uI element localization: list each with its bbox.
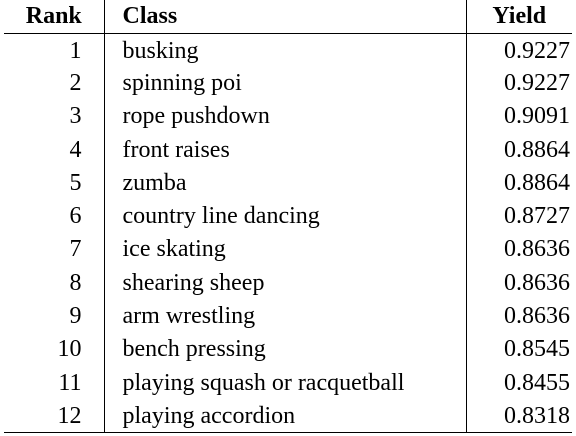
- cell-class: front raises: [104, 132, 467, 167]
- results-table: Rank Class Yield 1 busking 0.9227 2 spin…: [4, 0, 572, 434]
- cell-rank: 1: [4, 33, 105, 67]
- cell-class: rope pushdown: [104, 99, 467, 133]
- cell-rank: 11: [4, 365, 105, 400]
- cell-yield: 0.8636: [504, 303, 570, 330]
- header-class: Class: [104, 0, 467, 34]
- table-header-row: Rank Class Yield: [4, 0, 572, 34]
- cell-class: country line dancing: [104, 199, 467, 233]
- cell-yield: 0.8455: [504, 369, 570, 396]
- cell-rank: 5: [4, 166, 105, 200]
- table-row: 9 arm wrestling 0.8636: [4, 299, 572, 333]
- cell-class: playing squash or racquetball: [104, 365, 467, 400]
- cell-rank: 6: [4, 199, 105, 233]
- cell-class: ice skating: [104, 232, 467, 267]
- header-yield: Yield: [466, 0, 572, 34]
- cell-class: spinning poi: [104, 66, 467, 100]
- cell-class: busking: [104, 33, 467, 67]
- cell-rank: 8: [4, 266, 105, 300]
- table-row: 5 zumba 0.8864: [4, 166, 572, 200]
- cell-rank: 2: [4, 66, 105, 100]
- table-row: 11 playing squash or racquetball 0.8455: [4, 365, 572, 400]
- cell-yield: 0.9091: [504, 103, 570, 130]
- cell-yield: 0.8636: [504, 269, 570, 296]
- table-row: 6 country line dancing 0.8727: [4, 199, 572, 233]
- table-row: 2 spinning poi 0.9227: [4, 66, 572, 100]
- table-row: 1 busking 0.9227: [4, 33, 572, 67]
- table-row: 4 front raises 0.8864: [4, 132, 572, 167]
- cell-yield: 0.8636: [504, 236, 570, 263]
- cell-rank: 10: [4, 332, 105, 366]
- cell-class: playing accordion: [104, 399, 467, 434]
- table-row: 10 bench pressing 0.8545: [4, 332, 572, 366]
- cell-rank: 7: [4, 232, 105, 267]
- cell-yield: 0.8318: [466, 399, 572, 434]
- header-rank: Rank: [4, 0, 105, 34]
- cell-yield: 0.8545: [504, 336, 570, 363]
- cell-rank: 12: [4, 399, 105, 434]
- cell-yield: 0.9227: [504, 37, 570, 64]
- cell-class: shearing sheep: [104, 266, 467, 300]
- table-row: 12 playing accordion 0.8318: [4, 399, 572, 434]
- cell-class: arm wrestling: [104, 299, 467, 333]
- cell-yield: 0.8727: [504, 203, 570, 230]
- cell-rank: 4: [4, 132, 105, 167]
- cell-rank: 9: [4, 299, 105, 333]
- cell-class: zumba: [104, 166, 467, 200]
- cell-class: bench pressing: [104, 332, 467, 366]
- table-row: 7 ice skating 0.8636: [4, 232, 572, 267]
- table-row: 8 shearing sheep 0.8636: [4, 266, 572, 300]
- cell-rank: 3: [4, 99, 105, 133]
- cell-yield: 0.9227: [504, 69, 570, 96]
- cell-yield: 0.8864: [504, 169, 570, 196]
- table-row: 3 rope pushdown 0.9091: [4, 99, 572, 133]
- cell-yield: 0.8864: [504, 136, 570, 163]
